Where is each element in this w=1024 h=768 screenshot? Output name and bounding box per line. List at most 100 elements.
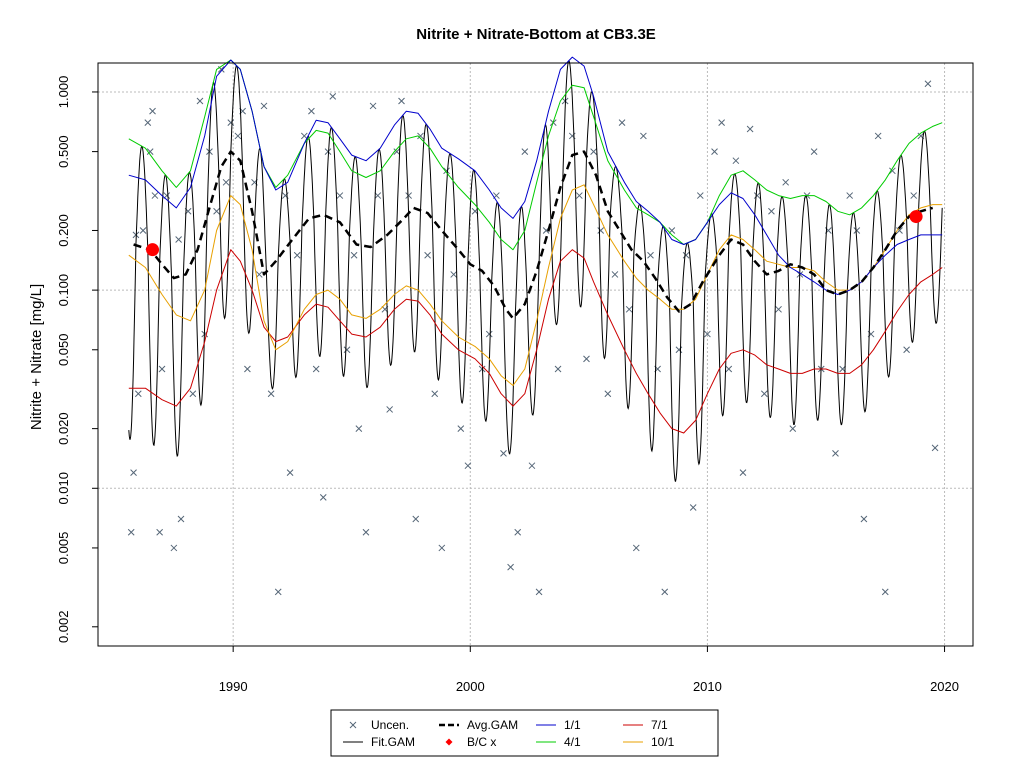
uncensored-point-stroke: [177, 515, 185, 523]
uncensored-point: [507, 563, 514, 571]
uncensored-point-stroke: [889, 167, 896, 175]
uncensored-point: [149, 107, 156, 115]
uncensored-point: [274, 588, 282, 596]
legend-label: 1/1: [564, 718, 581, 732]
y-tick-label: 0.010: [56, 472, 71, 505]
uncensored-point-stroke: [682, 251, 690, 259]
uncensored-point-stroke: [739, 469, 747, 476]
x-tick-label: 2020: [930, 679, 959, 694]
legend-label: Avg.GAM: [467, 718, 518, 732]
uncensored-point: [398, 97, 405, 105]
uncensored-point-stroke: [355, 425, 363, 432]
legend-entry: Uncen.: [349, 718, 409, 732]
legend-label: 10/1: [651, 735, 675, 749]
uncensored-point-stroke: [175, 236, 182, 243]
uncensored-point-stroke: [590, 148, 597, 155]
legend-label: 7/1: [651, 718, 668, 732]
legend-entry: Fit.GAM: [343, 735, 415, 749]
uncensored-point-stroke: [324, 148, 332, 155]
x-tick-label: 1990: [219, 679, 248, 694]
uncensored-point: [362, 528, 370, 536]
uncensored-point: [393, 148, 401, 155]
uncensored-point: [554, 365, 562, 373]
uncensored-point: [874, 132, 882, 140]
uncensored-point: [213, 207, 220, 215]
legend-entry: 10/1: [623, 735, 675, 749]
uncensored-point-stroke: [640, 132, 647, 140]
series-layer: [128, 56, 943, 434]
uncensored-point: [175, 236, 182, 243]
uncensored-point: [158, 365, 166, 373]
uncensored-point: [768, 207, 775, 215]
uncensored-point: [500, 450, 507, 457]
uncensored-point-stroke: [485, 330, 493, 338]
legend-entry: 4/1: [536, 735, 581, 749]
uncensored-point: [611, 271, 619, 278]
uncensored-point: [753, 192, 761, 199]
uncensored-point: [846, 192, 854, 199]
uncensored-point: [732, 157, 740, 165]
uncensored-point-stroke: [398, 97, 405, 105]
uncensored-point: [438, 544, 446, 552]
uncensored-point: [144, 119, 152, 127]
uncensored-point: [431, 390, 439, 398]
uncensored-point-stroke: [782, 178, 790, 186]
uncensored-point-stroke: [149, 107, 156, 115]
uncensored-point: [234, 132, 242, 140]
uncensored-point-stroke: [746, 125, 754, 133]
plot-frame: [97, 62, 974, 647]
legend-entry: 7/1: [623, 718, 668, 732]
uncensored-point-stroke: [896, 227, 903, 234]
uncensored-point: [405, 192, 412, 199]
uncensored-point-stroke: [874, 132, 882, 140]
series-line-avggam: [133, 150, 934, 320]
uncensored-point-stroke: [300, 132, 308, 140]
uncensored-point: [457, 425, 465, 432]
uncensored-point-stroke: [227, 119, 235, 127]
legend-entry: 1/1: [536, 718, 581, 732]
uncensored-point-stroke: [127, 528, 135, 536]
uncensored-point-stroke: [267, 390, 275, 398]
uncensored-point: [661, 588, 669, 596]
uncensored-point: [704, 330, 711, 338]
uncensored-point-stroke: [151, 192, 159, 199]
uncensored-point-stroke: [753, 192, 761, 199]
uncensored-point: [196, 97, 204, 105]
uncensored-point: [450, 271, 458, 278]
series-line-41: [128, 59, 943, 251]
y-tick-label: 0.002: [56, 611, 71, 644]
uncensored-point-stroke: [189, 390, 197, 398]
uncensored-point-stroke: [196, 97, 204, 105]
uncensored-point: [130, 469, 137, 476]
uncensored-point: [355, 425, 363, 432]
uncensored-point-stroke: [661, 588, 669, 596]
uncensored-point-stroke: [170, 544, 178, 552]
bc-point: [909, 210, 923, 224]
uncensored-point: [632, 544, 640, 552]
uncensored-point: [374, 192, 382, 199]
uncensored-point-stroke: [293, 251, 301, 259]
uncensored-point-stroke: [424, 251, 431, 259]
uncensored-point-stroke: [853, 227, 861, 234]
bc-point: [146, 243, 160, 257]
uncensored-point-stroke: [775, 305, 782, 313]
uncensored-point-stroke: [500, 450, 507, 457]
legend-entry: B/C x: [445, 735, 496, 749]
uncensored-point: [576, 192, 583, 199]
uncensored-point-stroke: [917, 132, 925, 140]
uncensored-point: [924, 80, 932, 88]
uncensored-point-stroke: [846, 192, 854, 199]
uncensored-point: [386, 406, 394, 413]
uncensored-point-stroke: [554, 365, 562, 373]
uncensored-point: [760, 390, 768, 398]
y-tick-label: 0.005: [56, 532, 71, 565]
uncensored-point: [689, 504, 697, 511]
y-tick-label: 0.500: [56, 135, 71, 168]
uncensored-point-stroke: [696, 192, 704, 199]
uncensored-point-stroke: [839, 365, 846, 373]
uncensored-point-stroke: [274, 588, 282, 596]
uncensored-point: [860, 515, 868, 523]
uncensored-point: [903, 346, 910, 354]
y-tick-label: 0.200: [56, 214, 71, 247]
